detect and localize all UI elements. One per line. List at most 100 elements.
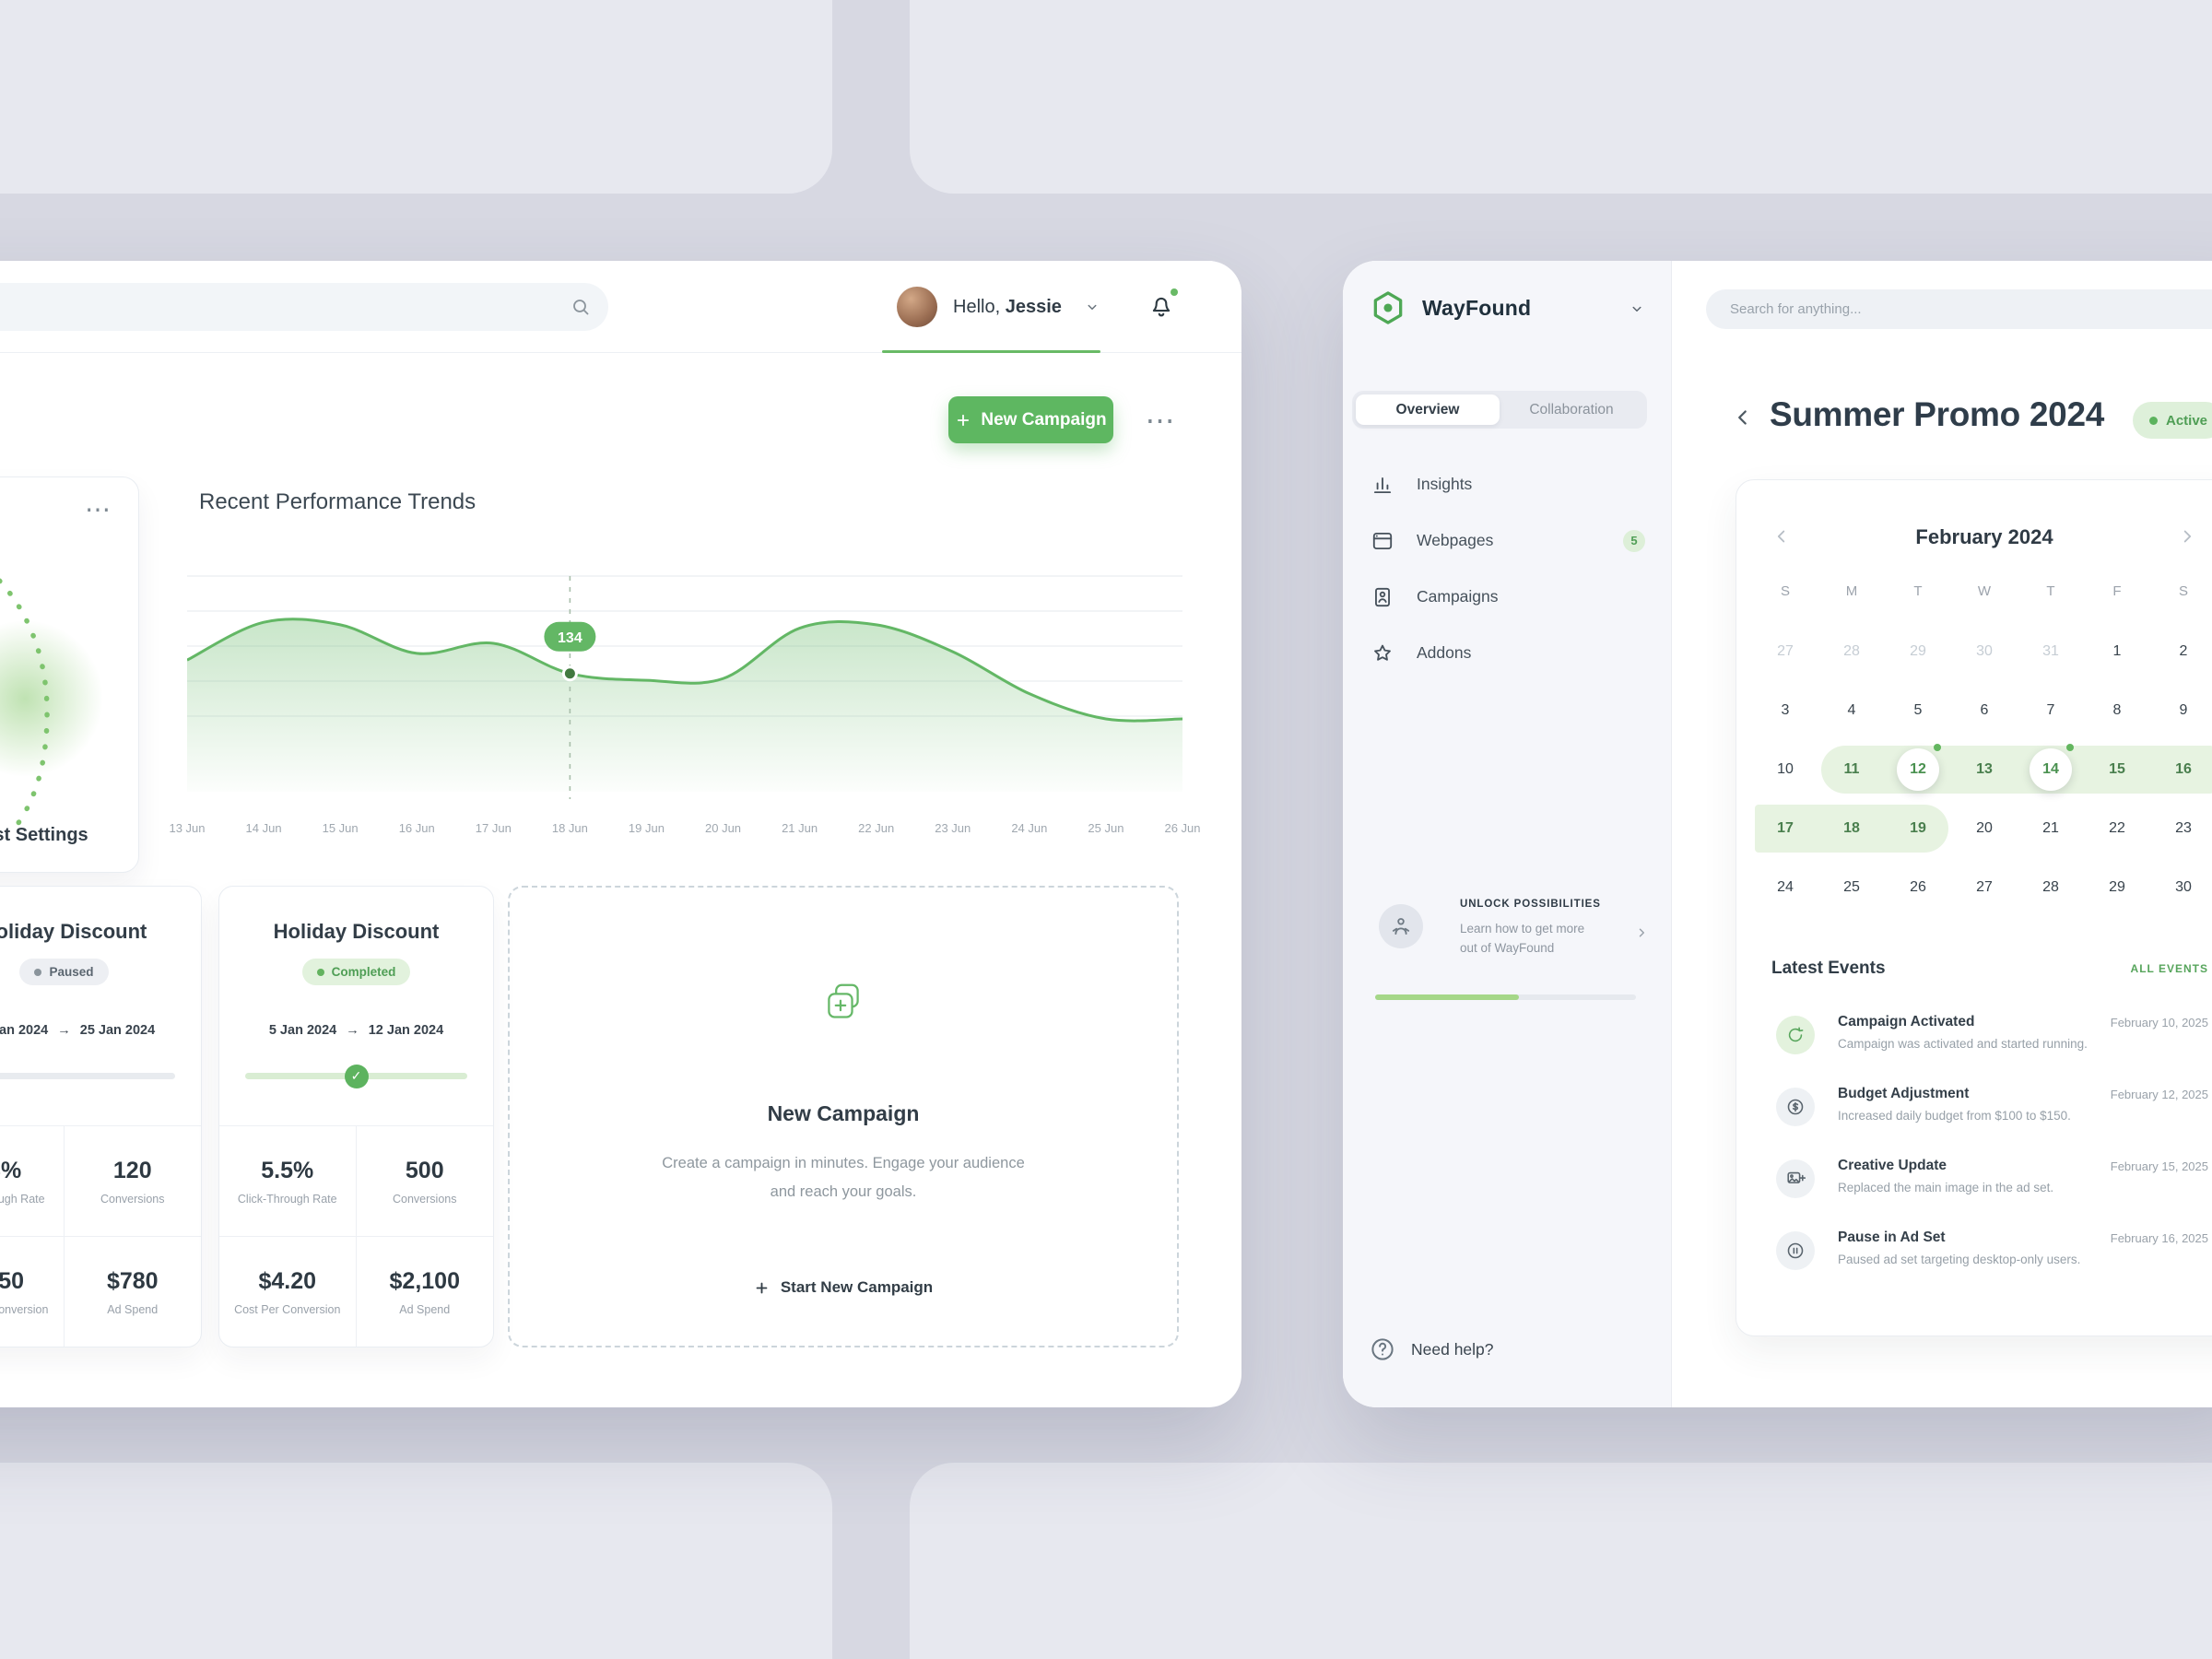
calendar-day[interactable]: 15	[2109, 761, 2125, 777]
notifications-button[interactable]	[1141, 287, 1182, 327]
meditate-icon	[1379, 904, 1423, 948]
events-title: Latest Events	[1771, 959, 1886, 978]
start-new-campaign-button[interactable]: Start New Campaign	[510, 1278, 1177, 1297]
help-button[interactable]: Need help?	[1369, 1335, 1494, 1363]
event-date: February 12, 2025	[2110, 1088, 2208, 1101]
notification-dot	[1171, 288, 1178, 296]
event-description: Paused ad set targeting desktop-only use…	[1838, 1253, 2081, 1266]
promo-card[interactable]: UNLOCK POSSIBILITIES Learn how to get mo…	[1366, 891, 1657, 1011]
chevron-right-icon[interactable]	[1633, 924, 1650, 941]
new-campaign-card[interactable]: New Campaign Create a campaign in minute…	[508, 886, 1179, 1347]
search-input[interactable]	[1706, 289, 2212, 329]
webpages-icon	[1372, 532, 1393, 549]
calendar-day[interactable]: 3	[1781, 702, 1790, 718]
calendar-dow-label: W	[1977, 583, 1992, 599]
greeting-prefix: Hello,	[953, 296, 1001, 317]
calendar-day[interactable]: 19	[1910, 820, 1926, 836]
new-campaign-button[interactable]: New Campaign	[948, 396, 1113, 443]
calendar-day[interactable]: 25	[1843, 879, 1860, 895]
calendar-day[interactable]: 1	[2112, 643, 2122, 659]
campaign-stats: 5.5% Click-Through Rate 500 Conversions $4.2…	[219, 1125, 493, 1347]
sidebar-item-campaigns[interactable]: Campaigns	[1352, 569, 1664, 625]
event-title: Budget Adjustment	[1838, 1086, 1970, 1101]
event-item[interactable]: Campaign Activated Campaign was activate…	[1771, 1005, 2212, 1077]
calendar-day[interactable]: 23	[2175, 820, 2192, 836]
chart-x-label: 16 Jun	[398, 821, 435, 835]
calendar-day[interactable]: 14	[2018, 740, 2084, 799]
next-month-button[interactable]	[2171, 521, 2204, 554]
svg-text:134: 134	[558, 630, 582, 646]
calendar-day[interactable]: 31	[2042, 643, 2059, 659]
calendar-day[interactable]: 2	[2179, 643, 2188, 659]
event-date: February 10, 2025	[2110, 1016, 2208, 1030]
calendar-day[interactable]: 29	[1910, 643, 1926, 659]
sidebar-item-addons[interactable]: Addons	[1352, 625, 1664, 681]
creative-icon	[1776, 1159, 1815, 1198]
greeting: Hello, Jessie	[953, 261, 1062, 353]
sidebar-item-insights[interactable]: Insights	[1352, 456, 1664, 512]
chevron-down-icon[interactable]	[1084, 299, 1100, 315]
event-item[interactable]: Budget Adjustment Increased daily budget…	[1771, 1077, 2212, 1148]
chart-x-label: 14 Jun	[245, 821, 282, 835]
calendar-day[interactable]: 4	[1847, 702, 1856, 718]
search-bar[interactable]	[0, 283, 608, 331]
progress-bar	[1375, 994, 1636, 1000]
calendar-day[interactable]: 9	[2179, 702, 2188, 718]
chart-x-label: 26 Jun	[1164, 821, 1201, 835]
calendar-dow-label: S	[2178, 583, 2188, 599]
calendar-day[interactable]: 17	[1777, 820, 1794, 836]
calendar-day[interactable]: 29	[2109, 879, 2125, 895]
background-card-top-right	[910, 0, 2212, 194]
calendar-day[interactable]: 5	[1913, 702, 1923, 718]
calendar-day[interactable]: 16	[2175, 761, 2192, 777]
calendar-day[interactable]: 10	[1777, 761, 1794, 777]
plus-icon	[958, 414, 970, 426]
prev-month-button[interactable]	[1765, 521, 1798, 554]
calendar-day[interactable]: 28	[1843, 643, 1860, 659]
more-options-button[interactable]: ⋯	[1145, 403, 1178, 437]
calendar-header: February 2024	[1752, 517, 2212, 558]
campaign-card[interactable]: Holiday Discount Completed 5 Jan 2024 → 12…	[218, 886, 494, 1347]
calendar-day[interactable]: 22	[2109, 820, 2125, 836]
all-events-link[interactable]: ALL EVENTS	[2130, 962, 2208, 975]
calendar-day[interactable]: 30	[2175, 879, 2192, 895]
back-button[interactable]	[1725, 401, 1760, 436]
campaign-stat: 120 Conversions	[64, 1126, 201, 1237]
calendar-day[interactable]: 18	[1843, 820, 1860, 836]
calendar-day[interactable]: 6	[1980, 702, 1989, 718]
calendar-day[interactable]: 27	[1777, 643, 1794, 659]
event-item[interactable]: Creative Update Replaced the main image …	[1771, 1148, 2212, 1220]
chevron-left-icon	[1777, 530, 1785, 542]
event-item[interactable]: Pause in Ad Set Paused ad set targeting …	[1771, 1220, 2212, 1292]
campaign-card[interactable]: Holiday Discount Paused 18 Jan 2024→25 J…	[0, 886, 202, 1347]
calendar-day[interactable]: 20	[1976, 820, 1993, 836]
tab-collaboration[interactable]: Collaboration	[1529, 401, 1614, 418]
wayfound-logo-icon	[1373, 291, 1403, 324]
calendar-day[interactable]: 7	[2046, 702, 2055, 718]
calendar-day[interactable]: 30	[1976, 643, 1993, 659]
calendar-day[interactable]: 21	[2042, 820, 2059, 836]
campaign-progress	[0, 1073, 175, 1079]
chevron-down-icon[interactable]	[1629, 300, 1645, 317]
chart-x-label: 17 Jun	[475, 821, 512, 835]
performance-chart[interactable]: 134	[186, 565, 1183, 805]
avatar[interactable]	[897, 287, 937, 327]
sidebar-item-webpages[interactable]: Webpages 5	[1352, 512, 1664, 569]
promo-text: Learn how to get more out of WayFound	[1460, 922, 1585, 955]
calendar-day[interactable]: 24	[1777, 879, 1794, 895]
settings-link[interactable]: Adjust Settings	[0, 825, 88, 845]
search-input[interactable]	[0, 283, 608, 331]
brand[interactable]: WayFound	[1369, 288, 1531, 327]
calendar-day[interactable]: 28	[2042, 879, 2059, 895]
calendar-day[interactable]: 8	[2112, 702, 2122, 718]
event-date: February 15, 2025	[2110, 1159, 2208, 1173]
calendar-day[interactable]: 13	[1976, 761, 1993, 777]
calendar-day[interactable]: 11	[1843, 761, 1860, 777]
calendar-day[interactable]: 26	[1910, 879, 1926, 895]
more-options-button[interactable]: ⋯	[85, 495, 112, 524]
calendar-day[interactable]: 12	[1885, 740, 1951, 799]
help-icon	[1371, 1338, 1394, 1360]
calendar-day[interactable]: 27	[1976, 879, 1993, 895]
tab-overview[interactable]: Overview	[1356, 394, 1500, 425]
search-bar[interactable]	[1706, 289, 2212, 329]
